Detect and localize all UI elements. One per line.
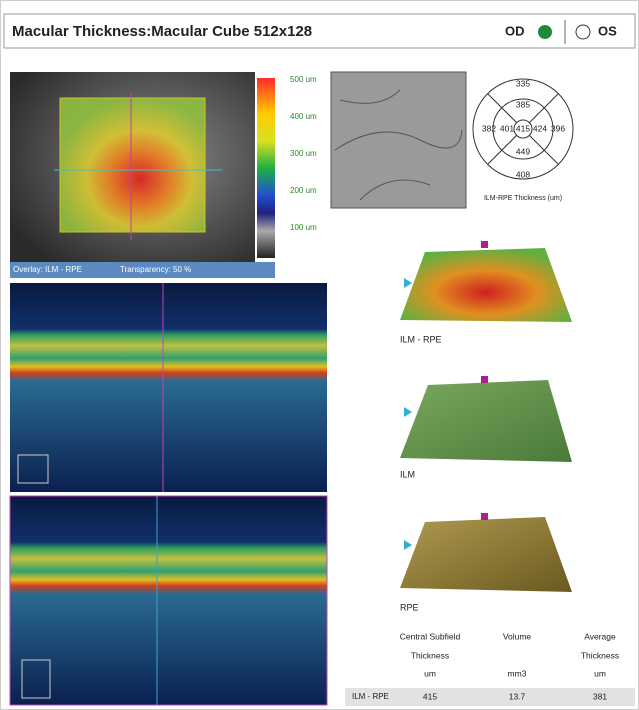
color-scale xyxy=(257,78,275,258)
os-indicator[interactable] xyxy=(576,25,590,39)
grid-value: 385 xyxy=(516,99,530,109)
transparency-label: Transparency: 50 % xyxy=(120,265,191,274)
table-header: Central Subfield xyxy=(400,631,461,641)
report-title: Macular Thickness:Macular Cube 512x128 xyxy=(12,23,312,40)
scale-label: 200 um xyxy=(290,186,317,195)
b-scan-vertical xyxy=(10,496,327,705)
table-unit: mm3 xyxy=(508,668,527,678)
surface-label: ILM - RPE xyxy=(400,334,442,344)
grid-value: 396 xyxy=(551,123,565,133)
overlay-label: Overlay: ILM - RPE xyxy=(13,265,82,274)
grid-value: 408 xyxy=(516,169,530,179)
table-header: Average xyxy=(584,631,616,641)
surface-label: ILM xyxy=(400,469,415,479)
grid-value: 415 xyxy=(516,123,530,133)
scale-label: 100 um xyxy=(290,223,317,232)
report-page: Macular Thickness:Macular Cube 512x128 O… xyxy=(0,0,639,710)
table-header: Thickness xyxy=(411,650,449,660)
grid-value: 424 xyxy=(533,123,547,133)
grid-value: 449 xyxy=(516,146,530,156)
table-cell: 13.7 xyxy=(509,691,526,701)
surface-ilm xyxy=(400,380,572,462)
scale-label: 500 um xyxy=(290,75,317,84)
table-unit: um xyxy=(594,668,606,678)
surface-rpe xyxy=(400,517,572,592)
od-label: OD xyxy=(505,23,525,38)
os-label: OS xyxy=(598,23,617,38)
grid-value: 335 xyxy=(516,78,530,88)
scale-label: 400 um xyxy=(290,112,317,121)
table-cell: 415 xyxy=(423,691,437,701)
fundus-thumbnail xyxy=(331,72,466,208)
table-header: Volume xyxy=(503,631,532,641)
grid-caption: ILM-RPE Thickness (um) xyxy=(484,195,562,202)
grid-value: 401 xyxy=(500,123,514,133)
table-unit: um xyxy=(424,668,436,678)
scale-label: 300 um xyxy=(290,149,317,158)
table-cell: ILM - RPE xyxy=(352,692,389,701)
surface-ilm-rpe xyxy=(400,248,572,322)
table-cell: 381 xyxy=(593,691,607,701)
grid-value: 382 xyxy=(482,123,496,133)
table-header: Thickness xyxy=(581,650,619,660)
surface-label: RPE xyxy=(400,602,419,612)
od-indicator[interactable] xyxy=(538,25,552,39)
thickness-overlay xyxy=(60,98,205,232)
b-scan-horizontal xyxy=(10,283,327,492)
